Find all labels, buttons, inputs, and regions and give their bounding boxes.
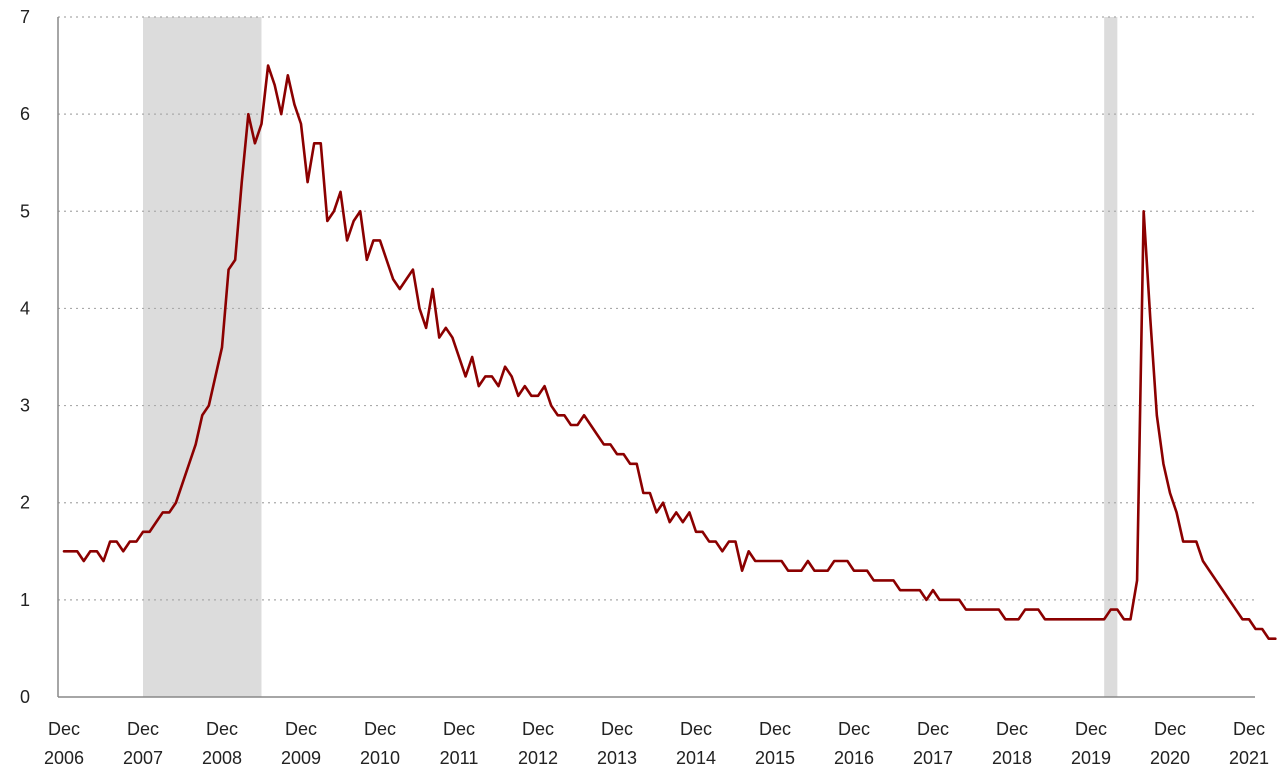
x-tick-month: Dec: [364, 719, 396, 739]
x-tick-label: Dec 2006: [44, 719, 84, 768]
y-tick-labels-group: 0 1 2 3 4 5 6 7: [20, 7, 30, 707]
x-tick-label: Dec 2015: [755, 719, 795, 768]
x-tick-month: Dec: [443, 719, 475, 739]
x-tick-year: 2007: [123, 748, 163, 768]
x-tick-year: 2014: [676, 748, 716, 768]
x-tick-year: 2010: [360, 748, 400, 768]
y-tick-label: 2: [20, 493, 30, 513]
x-tick-month: Dec: [285, 719, 317, 739]
x-tick-year: 2013: [597, 748, 637, 768]
x-tick-month: Dec: [1154, 719, 1186, 739]
x-tick-label: Dec 2019: [1071, 719, 1111, 768]
series-group: [62, 64, 1277, 641]
x-tick-label: Dec 2009: [281, 719, 321, 768]
x-tick-label: Dec 2014: [676, 719, 716, 768]
x-tick-month: Dec: [1233, 719, 1265, 739]
y-tick-label: 6: [20, 104, 30, 124]
x-tick-label: Dec 2020: [1150, 719, 1190, 768]
series-line-0: [62, 64, 1277, 641]
x-tick-label: Dec 2013: [597, 719, 637, 768]
y-tick-label: 1: [20, 590, 30, 610]
x-tick-label: Dec 2021: [1229, 719, 1269, 768]
x-tick-label: Dec 2018: [992, 719, 1032, 768]
x-tick-labels-group: Dec 2006 Dec 2007 Dec 2008 Dec 2009 Dec 2010 Dec 20…: [44, 719, 1269, 768]
x-tick-year: 2021: [1229, 748, 1269, 768]
x-tick-month: Dec: [838, 719, 870, 739]
axes-group: [57, 17, 1255, 698]
x-tick-month: Dec: [759, 719, 791, 739]
x-tick-month: Dec: [522, 719, 554, 739]
x-tick-month: Dec: [996, 719, 1028, 739]
x-tick-label: Dec 2016: [834, 719, 874, 768]
x-tick-label: Dec 2012: [518, 719, 558, 768]
y-tick-label: 4: [20, 298, 30, 318]
x-tick-month: Dec: [601, 719, 633, 739]
x-tick-label: Dec 2010: [360, 719, 400, 768]
x-tick-label: Dec 2007: [123, 719, 163, 768]
x-tick-year: 2016: [834, 748, 874, 768]
x-tick-month: Dec: [127, 719, 159, 739]
x-tick-year: 2015: [755, 748, 795, 768]
x-tick-label: Dec 2017: [913, 719, 953, 768]
recession-band-0: [143, 17, 262, 697]
y-tick-label: 0: [20, 687, 30, 707]
x-tick-label: Dec 2008: [202, 719, 242, 768]
x-tick-year: 2017: [913, 748, 953, 768]
recession-shading-group: [143, 17, 1118, 697]
x-tick-year: 2012: [518, 748, 558, 768]
x-tick-year: 2019: [1071, 748, 1111, 768]
x-tick-month: Dec: [680, 719, 712, 739]
y-tick-label: 3: [20, 396, 30, 416]
x-tick-year: 2009: [281, 748, 321, 768]
x-tick-label: Dec 2011: [440, 719, 479, 768]
x-tick-month: Dec: [917, 719, 949, 739]
x-tick-month: Dec: [48, 719, 80, 739]
x-tick-year: 2020: [1150, 748, 1190, 768]
y-tick-label: 7: [20, 7, 30, 27]
recession-band-1: [1104, 17, 1118, 697]
x-tick-year: 2011: [440, 748, 479, 768]
gridlines-group: [58, 16, 1255, 601]
x-tick-month: Dec: [206, 719, 238, 739]
x-tick-year: 2006: [44, 748, 84, 768]
x-tick-year: 2008: [202, 748, 242, 768]
x-tick-year: 2018: [992, 748, 1032, 768]
y-tick-label: 5: [20, 201, 30, 221]
x-tick-month: Dec: [1075, 719, 1107, 739]
